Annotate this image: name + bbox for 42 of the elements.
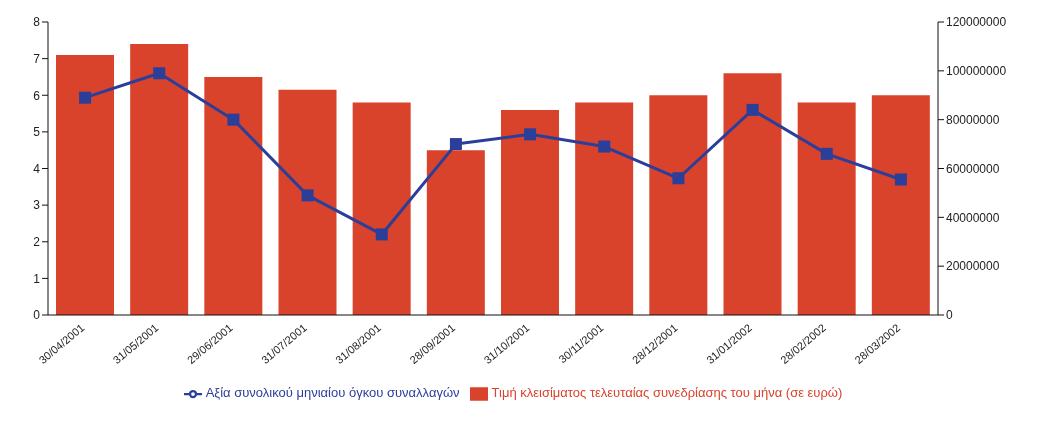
point — [598, 140, 611, 153]
bar — [871, 95, 930, 315]
bar — [649, 95, 708, 315]
point — [227, 113, 240, 126]
y-tick-label: 4 — [33, 161, 41, 176]
y-tick-label: 8 — [33, 15, 41, 30]
y2-tick-label: 0 — [946, 308, 953, 323]
point — [79, 91, 92, 104]
y2-tick-label: 80000000 — [946, 112, 1000, 127]
bar — [130, 43, 189, 315]
bar — [352, 102, 411, 315]
bar — [426, 150, 485, 315]
point — [746, 103, 759, 116]
bar — [501, 109, 559, 315]
y-tick-label: 7 — [33, 51, 41, 66]
point — [820, 147, 833, 160]
y-tick-label: 2 — [33, 235, 41, 250]
y2-tick-label: 20000000 — [946, 259, 1000, 274]
y2-tick-label: 100000000 — [946, 64, 1007, 79]
bar — [575, 102, 634, 315]
point — [375, 228, 388, 241]
point — [524, 128, 537, 141]
y-tick-label: 3 — [33, 198, 41, 213]
y2-tick-label: 120000000 — [946, 15, 1007, 30]
bar — [56, 54, 114, 315]
bar — [723, 73, 782, 315]
point — [672, 172, 685, 185]
y-tick-label: 6 — [33, 88, 41, 103]
point — [894, 173, 907, 186]
bar — [204, 76, 263, 315]
bar — [797, 102, 856, 315]
y2-tick-label: 40000000 — [946, 210, 1000, 225]
point — [449, 138, 462, 151]
point — [153, 67, 166, 80]
bar — [278, 89, 337, 315]
y2-tick-label: 60000000 — [946, 161, 1000, 176]
y-tick-label: 5 — [33, 125, 41, 140]
y-tick-label: 0 — [33, 308, 41, 323]
point — [301, 189, 314, 202]
legend-label: Αξία συνολικού μηνιαίου όγκου συναλλαγών — [205, 385, 460, 401]
y-tick-label: 1 — [33, 271, 41, 286]
legend-label: Τιμή κλεισίματος τελευταίας συνεδρίασης του μήνα (σε ευρώ) — [491, 385, 843, 401]
